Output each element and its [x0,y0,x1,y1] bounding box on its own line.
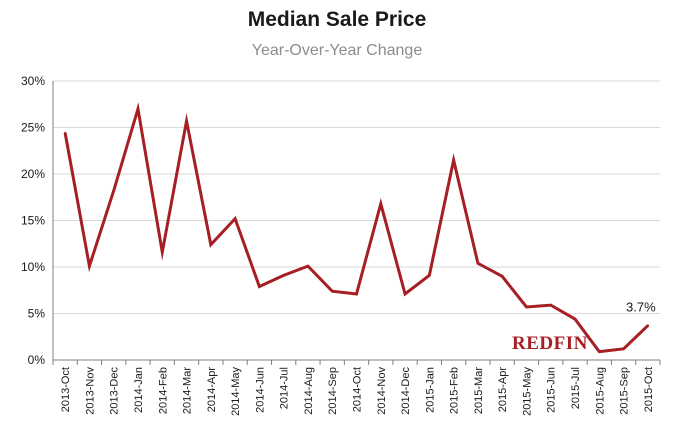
data-point [112,189,115,192]
data-point [355,292,358,296]
y-tick-label: 0% [28,353,46,367]
x-tick-label: 2015-Mar [473,367,485,414]
data-point [282,274,285,277]
data-point [476,262,480,265]
x-tick-label: 2015-May [521,367,533,416]
last-value-annotation: 3.7% [626,300,656,315]
data-point [428,274,431,277]
y-axis-ticks: 0% 5% 10% 15% 20% 25% 30% [21,74,45,367]
x-tick-label: 2014-Aug [303,367,315,415]
series-layer [63,102,650,354]
x-tick-label: 2015-Oct [643,367,655,412]
y-tick-label: 5% [28,307,46,321]
data-point [88,264,91,268]
x-tick-label: 2015-Jun [546,367,558,413]
x-tick-label: 2014-Jun [254,367,266,413]
y-tick-label: 10% [21,260,45,274]
chart-subtitle: Year-Over-Year Change [251,42,423,59]
data-point [258,285,261,288]
redfin-logo: Redfin [512,333,588,354]
data-point [209,243,213,246]
series-line [63,102,649,354]
data-point [525,305,528,309]
data-point [331,289,334,293]
data-point [63,131,67,135]
data-point [185,119,188,123]
x-tick-label: 2014-Nov [376,367,388,415]
y-tick-label: 30% [21,74,45,88]
data-point [379,202,382,205]
x-tick-label: 2014-Apr [206,367,218,413]
x-tick-label: 2015-Jan [424,367,436,413]
data-point [646,324,650,327]
axes [52,81,661,365]
x-tick-label: 2014-Dec [400,367,412,415]
data-point [573,317,577,321]
x-tick-label: 2015-Sep [619,367,631,415]
data-point [233,217,237,220]
y-tick-label: 20% [21,167,45,181]
x-axis-ticks: 2013-Oct 2013-Nov 2013-Dec 2014-Jan 2014-Feb… [60,367,655,416]
x-tick-label: 2015-Feb [449,367,461,414]
x-tick-label: 2014-Sep [327,367,339,415]
data-point [622,347,625,351]
data-point [452,158,455,162]
data-point [161,250,164,254]
x-tick-label: 2014-Feb [157,367,169,414]
y-tick-label: 15% [21,214,45,228]
x-tick-label: 2014-May [230,367,242,416]
y-tick-label: 25% [21,121,45,135]
x-tick-label: 2013-Nov [84,367,96,415]
x-tick-label: 2013-Dec [109,367,121,415]
x-tick-label: 2015-Apr [497,367,509,413]
x-tick-label: 2015-Jul [570,367,582,409]
x-tick-label: 2014-Oct [352,367,364,412]
data-point [500,275,504,278]
gridlines [53,80,660,314]
x-tick-label: 2014-Jul [279,367,291,409]
x-tick-label: 2013-Oct [60,367,72,412]
chart-title: Median Sale Price [247,8,427,31]
data-point [549,303,552,307]
x-tick-label: 2014-Mar [182,367,194,414]
data-point [306,264,310,268]
data-point [598,350,601,353]
data-point [403,292,407,296]
x-tick-label: 2015-Aug [594,367,606,415]
x-tick-label: 2014-Jan [133,367,145,413]
data-point [136,107,140,111]
